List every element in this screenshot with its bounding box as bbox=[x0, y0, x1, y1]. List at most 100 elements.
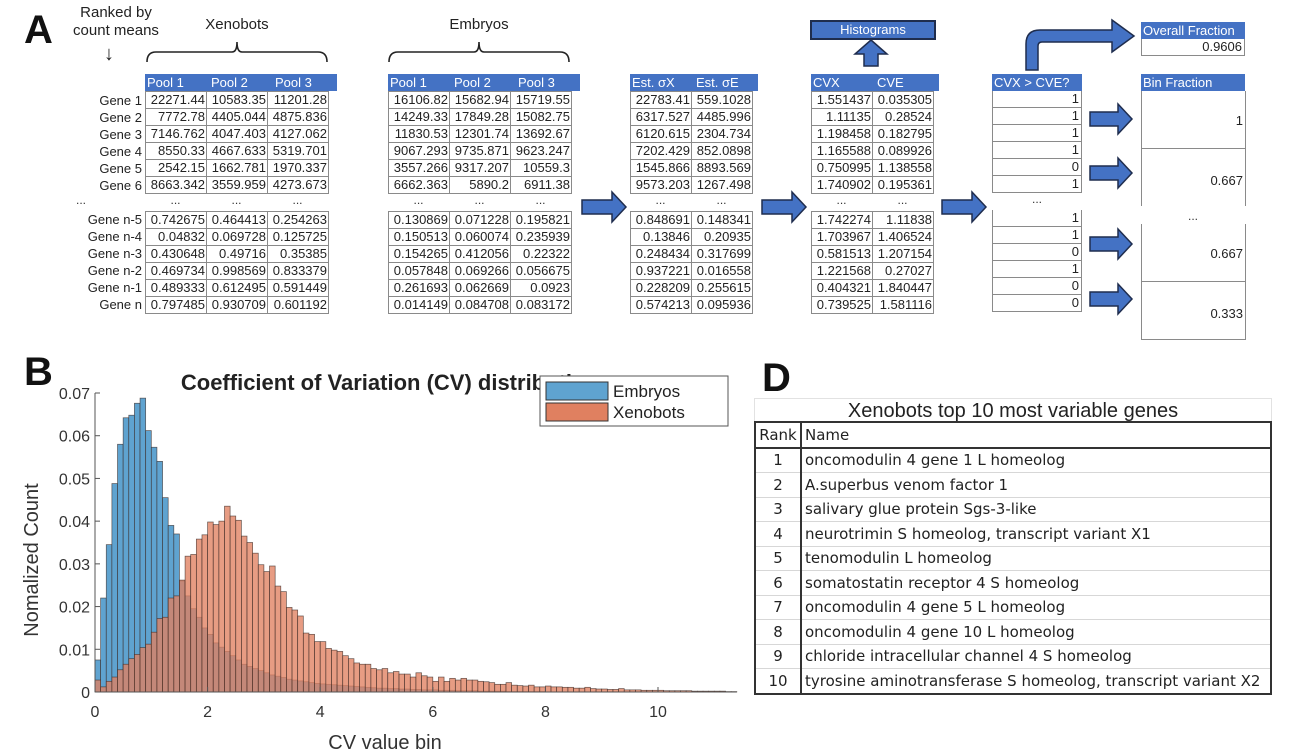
table-row: 1.198458 0.182795 bbox=[811, 125, 934, 143]
bin-fraction-value: 1 bbox=[1235, 113, 1243, 128]
table-cell: 1.221568 bbox=[811, 262, 873, 280]
table-cell: 1.740902 bbox=[811, 176, 873, 194]
histogram-bar-xenobots bbox=[618, 688, 625, 693]
column-header: Pool 3 bbox=[273, 74, 337, 91]
histogram-bar-xenobots bbox=[201, 534, 208, 693]
table-row: 1.221568 0.27027 bbox=[811, 262, 934, 280]
right-arrow-icon bbox=[1089, 102, 1134, 136]
table-row: 0.750995 1.138558 bbox=[811, 159, 934, 177]
table-cell: 0.014149 bbox=[388, 296, 450, 314]
gene-rank: 4 bbox=[756, 521, 802, 546]
gene-row-label: Gene n-2 bbox=[87, 263, 142, 278]
table-cell: 0.998569 bbox=[206, 262, 268, 280]
ellipsis: ... bbox=[1031, 192, 1042, 206]
panel-b-letter: B bbox=[24, 350, 53, 394]
table-cell: 0.248434 bbox=[630, 245, 692, 263]
histogram-bar-xenobots bbox=[246, 542, 253, 693]
table-row: 16106.82 15682.94 15719.55 bbox=[388, 91, 572, 109]
histogram-bar-embryos bbox=[134, 402, 141, 693]
gene-name: somatostatin receptor 4 S homeolog bbox=[801, 570, 1270, 595]
histogram-bar-xenobots bbox=[449, 677, 456, 693]
compare-cell: 1 bbox=[992, 91, 1082, 108]
table-cell: 1545.866 bbox=[630, 159, 692, 177]
table-cell: 3557.266 bbox=[388, 159, 450, 177]
name-header: Name bbox=[805, 425, 850, 444]
histogram-bar-xenobots bbox=[438, 676, 445, 693]
histograms-box: Histograms bbox=[810, 20, 936, 40]
gene-table-row: 3 salivary glue protein Sgs-3-like bbox=[756, 496, 1270, 522]
table-cell: 1.703967 bbox=[811, 228, 873, 246]
ranked-by-label: Ranked by count means bbox=[73, 4, 159, 39]
gene-name: tyrosine aminotransferase S homeolog, tr… bbox=[801, 668, 1270, 693]
x-tick-label: 8 bbox=[541, 704, 550, 721]
table-cell: 1.406524 bbox=[872, 228, 934, 246]
y-tick-label: 0.04 bbox=[59, 514, 90, 531]
histogram-bar-xenobots bbox=[179, 579, 186, 693]
ellipsis: ... bbox=[716, 193, 727, 207]
table-cell: 4667.633 bbox=[206, 142, 268, 160]
column-header: CVX bbox=[811, 74, 875, 91]
table-cell: 1.11135 bbox=[811, 108, 873, 126]
histogram-bar-xenobots bbox=[286, 607, 293, 693]
histogram-bar-xenobots bbox=[308, 633, 315, 693]
table-cell: 0.742675 bbox=[145, 211, 207, 229]
histogram-bar-xenobots bbox=[426, 676, 434, 693]
table-cell: 0.154265 bbox=[388, 245, 450, 263]
histogram-bar-xenobots bbox=[162, 616, 169, 693]
table-row: 1.11135 0.28524 bbox=[811, 108, 934, 126]
gene-table-row: 1 oncomodulin 4 gene 1 L homeolog bbox=[756, 447, 1270, 473]
table-row: 0.742675 0.464413 0.254263 bbox=[145, 211, 329, 229]
table-cell: 0.125725 bbox=[267, 228, 329, 246]
table-cell: 0.430648 bbox=[145, 245, 207, 263]
histogram-bar-xenobots bbox=[528, 684, 535, 693]
histogram-bar-xenobots bbox=[235, 519, 242, 693]
gene-name: chloride intracellular channel 4 S homeo… bbox=[801, 643, 1270, 669]
table-cell: 0.20935 bbox=[691, 228, 753, 246]
ellipsis: ... bbox=[231, 193, 242, 207]
cv-table: CVX CVE 1.551437 0.035305 1.11135 0.28524 1.19… bbox=[811, 74, 939, 314]
histogram-bar-xenobots bbox=[173, 595, 180, 693]
table-cell: 1970.337 bbox=[267, 159, 329, 177]
table-row: 14249.33 17849.28 15082.75 bbox=[388, 108, 572, 126]
table-row: 7772.78 4405.044 4875.836 bbox=[145, 108, 329, 126]
compare-cell: 0 bbox=[992, 295, 1082, 312]
histogram-bar-xenobots bbox=[291, 609, 299, 693]
legend: Embryos Xenobots bbox=[539, 375, 729, 427]
table-cell: 1.165588 bbox=[811, 142, 873, 160]
table-cell: 11830.53 bbox=[388, 125, 450, 143]
histogram-bar-xenobots bbox=[364, 663, 372, 693]
table-row: 0.739525 1.581116 bbox=[811, 296, 934, 314]
table-row: 0.581513 1.207154 bbox=[811, 245, 934, 263]
histogram-bar-xenobots bbox=[573, 687, 580, 693]
table-row: 0.404321 1.840447 bbox=[811, 279, 934, 297]
table-row: 0.057848 0.069266 0.056675 bbox=[388, 262, 572, 280]
table-cell: 0.0923 bbox=[510, 279, 572, 297]
table-cell: 0.195821 bbox=[510, 211, 572, 229]
table-row: 0.154265 0.412056 0.22322 bbox=[388, 245, 572, 263]
gene-table-row: 5 tenomodulin L homeolog bbox=[756, 545, 1270, 571]
y-tick-label: 0.02 bbox=[59, 600, 90, 617]
histogram-bar-xenobots bbox=[494, 683, 501, 693]
histogram-bar-xenobots bbox=[257, 564, 265, 693]
table-cell: 12301.74 bbox=[449, 125, 511, 143]
table-cell: 4875.836 bbox=[267, 108, 329, 126]
table-cell: 0.228209 bbox=[630, 279, 692, 297]
histogram-bar-embryos bbox=[128, 414, 135, 693]
histogram-bar-xenobots bbox=[561, 686, 569, 693]
x-tick-label: 4 bbox=[316, 704, 325, 721]
table-cell: 0.404321 bbox=[811, 279, 873, 297]
legend-label-embryos: Embryos bbox=[613, 382, 680, 401]
embryos-label: Embryos bbox=[449, 16, 509, 33]
table-cell: 0.464413 bbox=[206, 211, 268, 229]
table-cell: 1.207154 bbox=[872, 245, 934, 263]
table-cell: 10559.3 bbox=[510, 159, 572, 177]
table-cell: 0.089926 bbox=[872, 142, 934, 160]
column-header: Est. σE bbox=[694, 74, 758, 91]
table-cell: 5890.2 bbox=[449, 176, 511, 194]
histogram-bar-xenobots bbox=[466, 679, 473, 693]
compare-cell: 1 bbox=[992, 227, 1082, 244]
table-cell: 6662.363 bbox=[388, 176, 450, 194]
table-cell: 0.261693 bbox=[388, 279, 450, 297]
compare-cell: 1 bbox=[992, 261, 1082, 278]
table-row: 6120.615 2304.734 bbox=[630, 125, 753, 143]
